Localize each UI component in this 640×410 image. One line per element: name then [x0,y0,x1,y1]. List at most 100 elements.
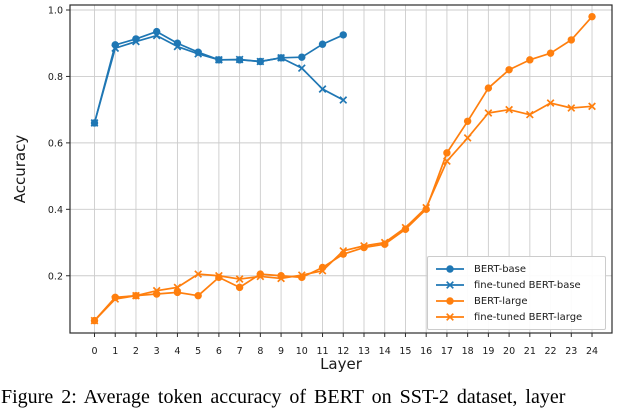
legend-item-bert-base[interactable]: BERT-base [434,262,599,277]
x-tick-label: 24 [586,346,598,357]
data-point [277,53,285,62]
data-point [567,36,575,44]
data-point [277,274,285,283]
data-point [339,96,348,104]
x-tick-label: 10 [296,346,308,357]
legend-x-marker-icon [436,313,464,321]
series-fine-tuned-bert-large [90,99,596,325]
data-point [90,119,99,127]
x-tick-label: 12 [337,346,349,357]
legend-label: BERT-base [474,263,527,275]
data-point [546,49,555,57]
y-tick-label: 0.4 [48,205,63,216]
legend: BERT-base fine-tuned BERT-base BERT-large f… [427,256,606,330]
data-point [173,42,182,51]
data-point [318,40,327,48]
data-point [505,66,513,74]
data-point [401,225,410,233]
x-tick-label: 1 [112,346,118,357]
x-tick-label: 4 [174,346,180,357]
data-point [567,104,576,112]
data-point [318,85,327,93]
data-point [194,291,202,300]
data-point [339,31,347,39]
data-point [463,117,472,125]
x-tick-label: 14 [379,346,391,357]
x-tick-label: 6 [216,346,222,357]
data-point [256,57,265,66]
legend-x-marker-icon [436,281,464,289]
data-point [546,99,555,107]
data-point [484,84,493,92]
data-point [525,110,534,119]
data-point [111,295,120,303]
legend-sample-marker [446,281,454,289]
data-point [588,102,596,111]
data-point [194,49,203,58]
data-point [401,223,410,232]
y-tick-label: 1.0 [48,6,63,17]
data-point [235,275,244,283]
x-tick-label: 16 [420,346,432,357]
x-tick-label: 20 [503,346,515,357]
legend-circle-marker-icon [436,297,464,305]
data-point [443,149,451,157]
legend-label: fine-tuned BERT-large [474,311,583,323]
plot-border [69,4,613,334]
legend-sample-marker [446,313,454,321]
x-tick-label: 2 [133,346,139,357]
y-tick-label: 0.6 [48,138,63,149]
data-point [111,44,120,53]
data-point [505,105,514,114]
x-tick-label: 8 [257,346,263,357]
x-tick-label: 21 [524,346,536,357]
data-point [194,270,203,279]
series-fine-tuned-bert-base [90,31,348,127]
legend-sample-marker [446,297,454,305]
legend-circle-marker-icon [436,265,464,273]
x-tick-label: 9 [278,346,284,357]
data-point [298,53,306,61]
x-tick-label: 11 [316,346,328,357]
legend-label: BERT-large [474,295,528,307]
data-point [443,157,451,166]
legend-item-fine-tuned-bert-base[interactable]: fine-tuned BERT-base [434,278,599,293]
data-point [173,288,182,297]
x-axis-label: Layer [320,355,362,373]
data-point [463,133,472,142]
x-tick-label: 7 [237,346,243,357]
data-point [339,246,348,255]
x-tick-label: 3 [154,346,160,357]
data-point [173,283,182,292]
data-point [422,205,430,214]
data-point [152,286,161,295]
x-tick-label: 18 [462,346,474,357]
data-point [297,271,306,279]
data-point [152,31,161,40]
data-point [235,283,244,292]
x-tick-label: 0 [91,346,97,357]
data-point [360,241,368,250]
y-tick-label: 0.8 [48,72,63,83]
x-tick-label: 13 [358,346,370,357]
data-point [132,37,140,46]
legend-label: fine-tuned BERT-base [474,279,581,291]
legend-item-bert-large[interactable]: BERT-large [434,294,599,309]
legend-item-fine-tuned-bert-large[interactable]: fine-tuned BERT-large [434,310,599,325]
data-point [297,64,306,73]
data-point [588,12,596,21]
data-point [235,55,244,64]
data-point [256,272,265,281]
y-tick-label: 0.2 [48,271,63,282]
data-point [484,109,493,117]
x-tick-label: 19 [482,346,494,357]
figure-caption: Figure 2: Average token accuracy of BERT… [1,386,566,408]
data-point [380,238,389,247]
legend-sample-marker [446,265,454,273]
data-point [318,266,327,275]
data-point [214,55,223,64]
data-point [214,271,223,280]
data-point [90,316,99,325]
x-tick-label: 23 [565,346,577,357]
